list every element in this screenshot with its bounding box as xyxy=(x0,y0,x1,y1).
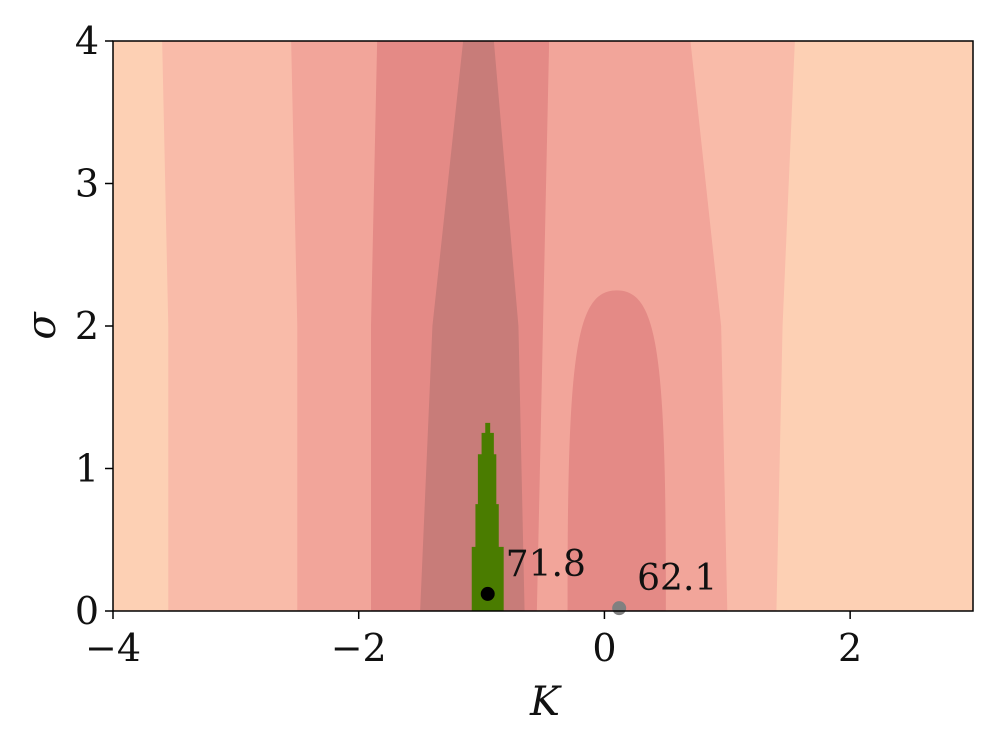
secondary-contour-region xyxy=(567,290,666,611)
annotations: 71.8 62.1 xyxy=(480,544,717,616)
optimum-point-2 xyxy=(612,601,627,616)
y-axis: 0 1 2 3 4 xyxy=(75,19,113,633)
x-tick-label: −2 xyxy=(331,626,387,670)
y-tick-label: 4 xyxy=(75,19,99,63)
x-tick-label: −4 xyxy=(85,626,141,670)
contour-band-level-4 xyxy=(420,41,525,611)
x-axis: −4 −2 0 2 xyxy=(85,611,862,670)
plot-area xyxy=(113,41,973,611)
y-tick-label: 2 xyxy=(75,304,99,348)
x-tick-label: 2 xyxy=(838,626,862,670)
y-tick-label: 0 xyxy=(75,589,99,633)
optimum-point-1 xyxy=(480,586,495,601)
x-axis-label: K xyxy=(529,679,562,725)
point-label-2: 62.1 xyxy=(637,558,717,599)
y-tick-label: 3 xyxy=(75,162,99,206)
point-label-1: 71.8 xyxy=(506,544,586,585)
y-axis-label: σ xyxy=(19,311,65,340)
x-tick-label: 0 xyxy=(592,626,616,670)
y-tick-label: 1 xyxy=(75,447,99,491)
feasible-region xyxy=(471,422,504,611)
